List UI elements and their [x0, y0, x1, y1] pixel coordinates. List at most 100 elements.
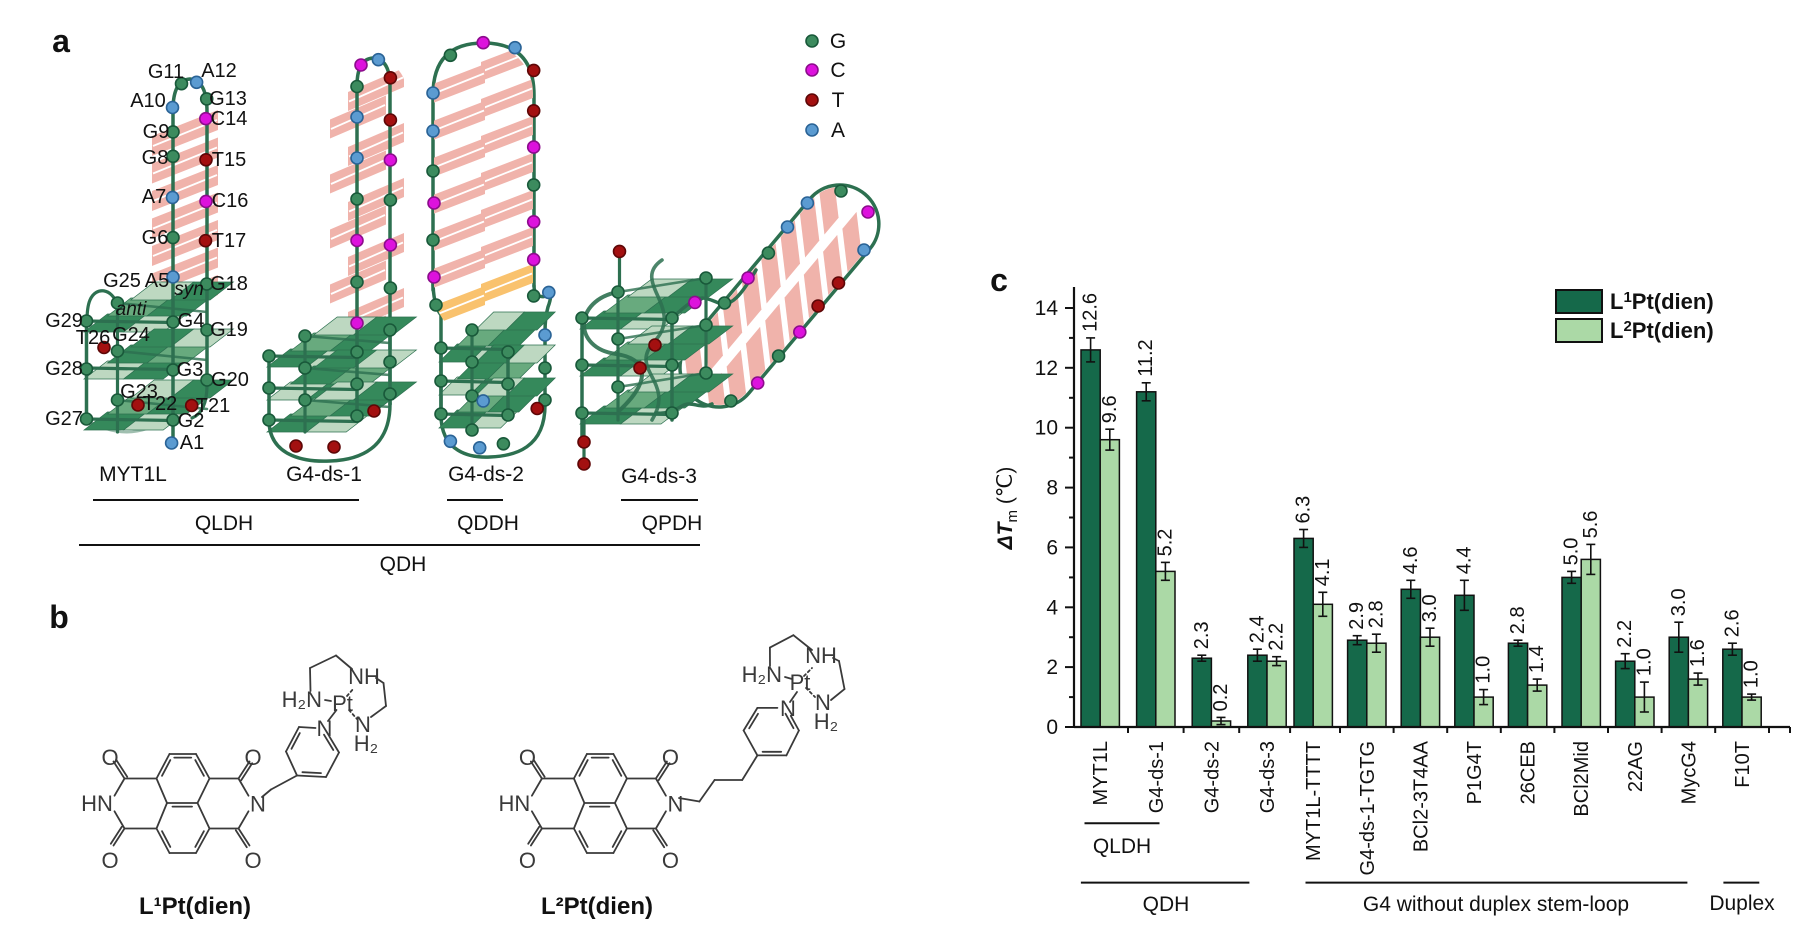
- svg-text:QDDH: QDDH: [457, 512, 519, 535]
- svg-text:A1: A1: [180, 432, 204, 454]
- svg-text:BCl2-3T4AA: BCl2-3T4AA: [1410, 740, 1432, 852]
- svg-text:G11: G11: [148, 61, 184, 83]
- svg-text:A12: A12: [201, 60, 237, 82]
- svg-text:G18: G18: [210, 273, 248, 295]
- svg-text:BCl2Mid: BCl2Mid: [1571, 741, 1593, 817]
- svg-text:2.9: 2.9: [1346, 602, 1368, 630]
- svg-text:14: 14: [1035, 297, 1059, 320]
- svg-text:0.2: 0.2: [1210, 684, 1232, 712]
- svg-text:2.2: 2.2: [1266, 623, 1288, 651]
- svg-text:G29: G29: [45, 310, 83, 332]
- svg-text:T: T: [832, 89, 845, 112]
- svg-text:b: b: [49, 599, 69, 635]
- svg-text:9.6: 9.6: [1099, 395, 1121, 423]
- svg-text:QPDH: QPDH: [642, 512, 703, 535]
- svg-text:12: 12: [1035, 357, 1058, 380]
- svg-text:G4-ds-1: G4-ds-1: [286, 463, 362, 486]
- svg-text:MYT1L-TTTT: MYT1L-TTTT: [1303, 741, 1325, 861]
- svg-text:11.2: 11.2: [1135, 339, 1157, 376]
- svg-text:P1G4T: P1G4T: [1464, 741, 1486, 804]
- svg-text:O: O: [101, 745, 118, 770]
- svg-text:2.2: 2.2: [1614, 620, 1636, 648]
- svg-text:G19: G19: [210, 319, 248, 341]
- svg-text:0: 0: [1046, 716, 1058, 739]
- svg-text:4.1: 4.1: [1312, 558, 1334, 586]
- svg-text:G2: G2: [178, 410, 205, 432]
- svg-text:O: O: [244, 848, 261, 873]
- svg-text:a: a: [52, 23, 70, 59]
- svg-text:1.0: 1.0: [1473, 656, 1495, 684]
- svg-text:L¹Pt(dien): L¹Pt(dien): [139, 893, 251, 920]
- svg-text:O: O: [662, 848, 679, 873]
- svg-text:T26: T26: [76, 327, 110, 349]
- svg-text:1.4: 1.4: [1526, 645, 1548, 673]
- svg-text:O: O: [519, 848, 536, 873]
- svg-text:G28: G28: [45, 358, 83, 380]
- svg-text:HN: HN: [499, 791, 531, 816]
- svg-text:N: N: [667, 792, 683, 817]
- svg-text:2.8: 2.8: [1365, 600, 1387, 628]
- svg-text:G: G: [830, 30, 846, 53]
- svg-text:O: O: [519, 745, 536, 770]
- svg-text:H₂: H₂: [354, 731, 378, 756]
- svg-text:N: N: [355, 712, 371, 737]
- svg-text:c: c: [990, 262, 1008, 298]
- svg-text:Pt: Pt: [790, 670, 811, 695]
- svg-text:G4-ds-3: G4-ds-3: [621, 465, 697, 488]
- svg-text:O: O: [244, 745, 261, 770]
- svg-text:6: 6: [1046, 536, 1058, 559]
- svg-text:G25: G25: [103, 270, 141, 292]
- svg-text:G6: G6: [142, 227, 169, 249]
- svg-text:5.2: 5.2: [1154, 529, 1176, 557]
- svg-text:G9: G9: [143, 121, 170, 143]
- svg-text:L²Pt(dien): L²Pt(dien): [541, 893, 653, 920]
- svg-text:2.4: 2.4: [1246, 615, 1268, 643]
- svg-text:2.6: 2.6: [1721, 609, 1743, 637]
- svg-text:L1Pt(dien): L1Pt(dien): [1610, 289, 1714, 314]
- svg-text:C16: C16: [212, 190, 249, 212]
- svg-text:10: 10: [1035, 417, 1058, 440]
- svg-text:QDH: QDH: [1143, 893, 1190, 916]
- svg-text:22AG: 22AG: [1625, 741, 1647, 792]
- svg-text:T22: T22: [143, 393, 177, 415]
- svg-text:1.0: 1.0: [1741, 660, 1763, 688]
- svg-text:4.4: 4.4: [1453, 546, 1475, 574]
- svg-text:1.6: 1.6: [1687, 639, 1709, 667]
- svg-text:G4-ds-3: G4-ds-3: [1257, 741, 1279, 813]
- svg-text:MYT1L: MYT1L: [1090, 741, 1112, 805]
- svg-text:C: C: [830, 59, 845, 82]
- svg-text:1.0: 1.0: [1633, 648, 1655, 676]
- svg-text:H₂N: H₂N: [282, 687, 322, 712]
- svg-text:A10: A10: [130, 90, 166, 112]
- svg-text:O: O: [101, 848, 118, 873]
- svg-text:syn: syn: [174, 279, 204, 300]
- svg-text:2.3: 2.3: [1191, 621, 1213, 649]
- svg-text:N: N: [317, 716, 333, 741]
- svg-text:G8: G8: [142, 147, 169, 169]
- svg-text:T15: T15: [212, 149, 246, 171]
- svg-text:5.6: 5.6: [1580, 511, 1602, 539]
- svg-text:QDH: QDH: [380, 553, 427, 576]
- svg-text:A: A: [831, 119, 845, 142]
- svg-text:HN: HN: [81, 791, 113, 816]
- svg-text:G20: G20: [211, 369, 249, 391]
- svg-text:A5: A5: [145, 270, 169, 292]
- svg-text:3.0: 3.0: [1668, 588, 1690, 616]
- svg-text:G13: G13: [209, 88, 247, 110]
- svg-text:C14: C14: [211, 108, 248, 130]
- svg-text:4: 4: [1046, 596, 1058, 619]
- svg-text:G24: G24: [112, 324, 150, 346]
- svg-text:anti: anti: [116, 299, 147, 320]
- svg-text:G4-ds-2: G4-ds-2: [448, 463, 524, 486]
- svg-text:G27: G27: [45, 408, 83, 430]
- svg-text:MYT1L: MYT1L: [99, 463, 167, 486]
- svg-text:NH: NH: [348, 664, 380, 689]
- svg-text:G4-ds-1: G4-ds-1: [1146, 741, 1168, 813]
- svg-text:2: 2: [1046, 656, 1058, 679]
- svg-text:F10T: F10T: [1732, 741, 1754, 788]
- svg-text:QLDH: QLDH: [1093, 835, 1151, 858]
- svg-text:T21: T21: [196, 395, 230, 417]
- svg-text:8: 8: [1046, 477, 1058, 500]
- svg-text:6.3: 6.3: [1293, 496, 1315, 524]
- svg-text:G4 without duplex stem-loop: G4 without duplex stem-loop: [1363, 893, 1629, 916]
